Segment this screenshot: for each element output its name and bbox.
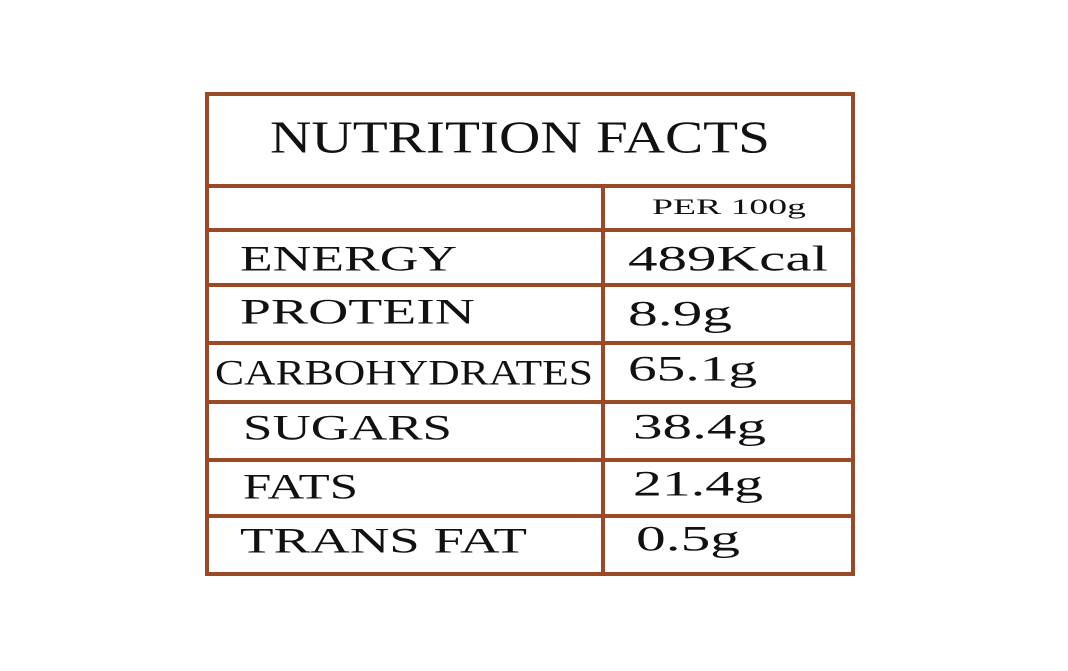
table-border [205,92,855,576]
title: NUTRITION FACTS [270,112,770,163]
column-header: PER 100g [652,194,806,219]
nutrient-name: FATS [243,466,358,506]
nutrient-value: 489Kcal [628,238,828,278]
nutrient-name: PROTEIN [240,291,475,331]
nutrient-name: SUGARS [243,407,452,447]
nutrient-name: TRANS FAT [240,520,527,560]
nutrient-value: 38.4g [633,406,766,446]
nutrient-name: CARBOHYDRATES [215,352,593,392]
nutrient-value: 21.4g [633,463,763,503]
nutrient-name: ENERGY [240,238,457,278]
nutrient-value: 8.9g [628,293,732,333]
nutrient-value: 65.1g [628,348,757,388]
nutrient-value: 0.5g [636,518,740,558]
